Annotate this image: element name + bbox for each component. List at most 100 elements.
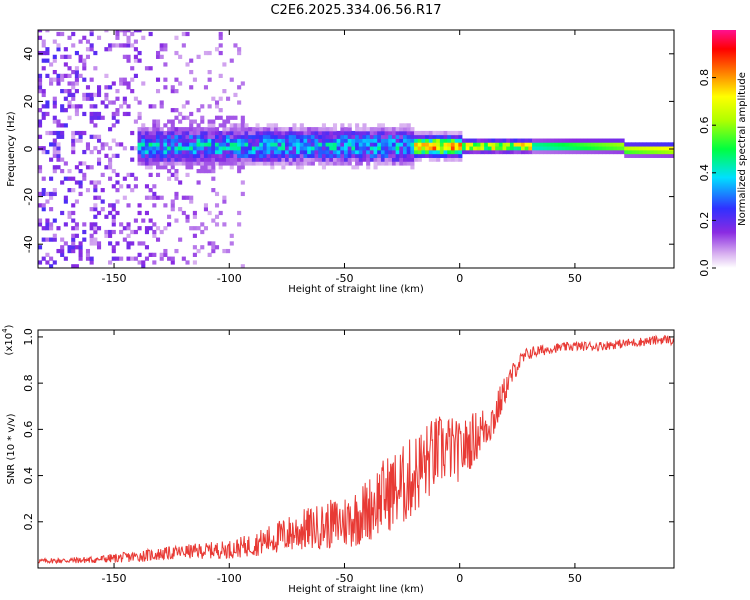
heatmap-cell	[528, 146, 533, 151]
heatmap-cell	[425, 153, 430, 158]
heatmap-cell	[130, 66, 135, 71]
heatmap-cell	[141, 127, 146, 132]
heatmap-cell	[498, 138, 503, 143]
heatmap-cell	[74, 111, 79, 117]
heatmap-cell	[89, 134, 94, 139]
heatmap-cell	[159, 130, 164, 136]
heatmap-cell	[285, 149, 290, 155]
heatmap-cell	[85, 256, 91, 261]
heatmap-cell	[229, 161, 234, 166]
heatmap-cell	[273, 157, 279, 162]
heatmap-cell	[528, 138, 533, 143]
heatmap-cell	[93, 207, 98, 212]
heatmap-cell	[329, 138, 334, 143]
heatmap-cell	[557, 149, 562, 155]
heatmap-cell	[391, 134, 397, 139]
heatmap-cell	[332, 153, 338, 158]
heatmap-cell	[67, 104, 72, 109]
heatmap-cell	[310, 130, 315, 136]
heatmap-cell	[63, 108, 68, 113]
heatmap-cell	[196, 54, 201, 59]
heatmap-cell	[67, 168, 72, 174]
heatmap-cell	[561, 142, 566, 147]
x-tick-label: 0	[456, 272, 463, 285]
heatmap-cell	[152, 149, 157, 155]
heatmap-cell	[240, 134, 245, 139]
heatmap-cell	[170, 108, 175, 113]
heatmap-cell	[369, 127, 374, 132]
heatmap-cell	[498, 149, 503, 155]
heatmap-cell	[207, 134, 212, 139]
heatmap-cell	[594, 149, 599, 155]
heatmap-cell	[292, 149, 297, 155]
x-tick-label: -150	[102, 272, 127, 285]
heatmap-cell	[189, 146, 194, 151]
heatmap-cell	[266, 149, 271, 155]
heatmap-cell	[111, 248, 116, 254]
heatmap-cell	[115, 153, 120, 158]
heatmap-cell	[222, 195, 227, 200]
heatmap-cell	[321, 165, 326, 170]
heatmap-cell	[653, 153, 658, 158]
heatmap-cell	[237, 157, 242, 162]
heatmap-cell	[67, 54, 72, 59]
heatmap-cell	[144, 161, 150, 166]
heatmap-cell	[49, 226, 54, 231]
heatmap-cell	[399, 134, 404, 139]
heatmap-cell	[226, 119, 231, 124]
heatmap-cell	[233, 157, 238, 162]
heatmap-cell	[126, 222, 131, 227]
heatmap-cell	[71, 176, 76, 181]
heatmap-cell	[259, 153, 264, 158]
heatmap-cell	[126, 39, 131, 44]
heatmap-cell	[299, 123, 304, 128]
heatmap-cell	[115, 43, 120, 48]
heatmap-cell	[310, 127, 315, 132]
heatmap-cell	[439, 130, 444, 136]
heatmap-cell	[251, 134, 256, 139]
heatmap-cell	[211, 119, 216, 124]
heatmap-cell	[67, 73, 72, 78]
heatmap-cell	[67, 81, 72, 86]
heatmap-cell	[196, 123, 201, 128]
heatmap-cell	[155, 50, 161, 56]
heatmap-cell	[355, 127, 360, 132]
heatmap-cell	[222, 146, 227, 151]
heatmap-cell	[561, 138, 566, 143]
heatmap-cell	[115, 188, 120, 193]
heatmap-cell	[63, 54, 68, 59]
heatmap-cell	[325, 142, 330, 147]
heatmap-cell	[207, 130, 212, 136]
heatmap-cell	[439, 146, 444, 151]
heatmap-cell	[144, 66, 150, 71]
heatmap-cell	[388, 153, 393, 158]
heatmap-cell	[487, 138, 492, 143]
heatmap-cell	[63, 195, 68, 200]
heatmap-cell	[226, 130, 231, 136]
heatmap-cell	[277, 142, 282, 147]
heatmap-cell	[126, 233, 131, 238]
heatmap-cell	[49, 237, 54, 242]
heatmap-cell	[108, 241, 113, 246]
heatmap-cell	[661, 149, 666, 155]
heatmap-cell	[126, 256, 131, 261]
heatmap-cell	[443, 146, 448, 151]
heatmap-cell	[196, 130, 201, 136]
heatmap-cell	[244, 138, 249, 143]
heatmap-cell	[572, 146, 577, 151]
heatmap-cell	[657, 153, 662, 158]
heatmap-cell	[196, 157, 201, 162]
heatmap-cell	[159, 104, 164, 109]
heatmap-cell	[163, 62, 168, 67]
heatmap-cell	[237, 50, 242, 56]
heatmap-cell	[329, 149, 334, 155]
heatmap-cell	[178, 180, 183, 185]
heatmap-cell	[111, 203, 116, 208]
heatmap-cell	[602, 138, 607, 143]
heatmap-cell	[524, 142, 529, 147]
heatmap-cell	[395, 138, 400, 143]
heatmap-cell	[104, 85, 109, 90]
heatmap-cell	[130, 130, 135, 136]
heatmap-cell	[185, 260, 190, 265]
heatmap-cell	[355, 138, 360, 143]
